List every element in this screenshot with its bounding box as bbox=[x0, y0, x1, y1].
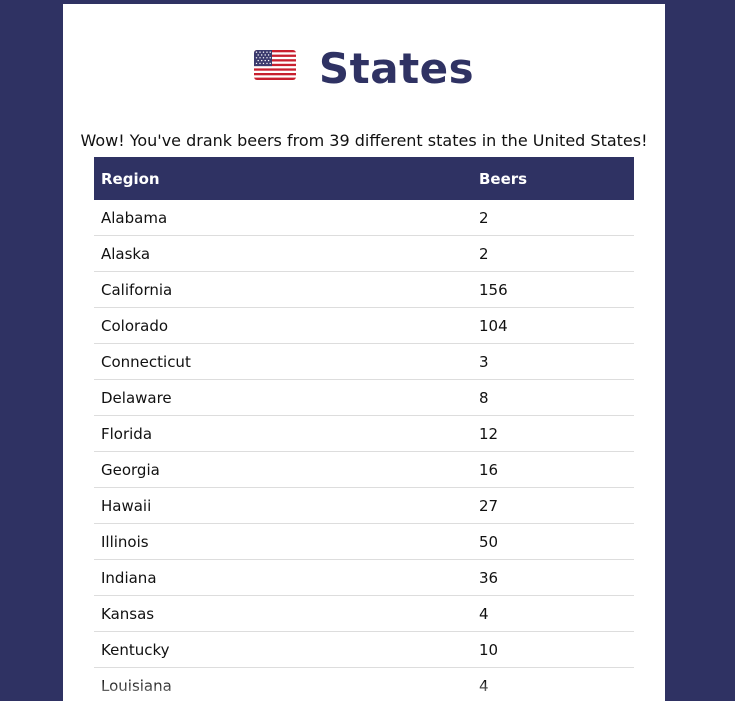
beers-cell: 12 bbox=[472, 415, 634, 452]
table-row: Indiana 36 bbox=[94, 559, 634, 596]
column-header-region[interactable]: Region bbox=[101, 169, 160, 188]
table-row: Hawaii 27 bbox=[94, 487, 634, 524]
table-row: Illinois 50 bbox=[94, 523, 634, 560]
table-row: Florida 12 bbox=[94, 415, 634, 452]
region-cell: Kansas bbox=[94, 595, 472, 632]
states-table: Region Beers Alabama 2 Alaska 2 California… bbox=[94, 157, 634, 701]
table-row: Delaware 8 bbox=[94, 379, 634, 416]
table-row: Kentucky 10 bbox=[94, 631, 634, 668]
region-cell: Indiana bbox=[94, 559, 472, 596]
table-row: Connecticut 3 bbox=[94, 343, 634, 380]
region-cell: California bbox=[94, 271, 472, 308]
table-row: Alabama 2 bbox=[94, 200, 634, 236]
beers-cell: 8 bbox=[472, 379, 634, 416]
beers-cell: 156 bbox=[472, 271, 634, 308]
table-row: Alaska 2 bbox=[94, 235, 634, 272]
page-header: States bbox=[63, 44, 665, 100]
beers-cell: 2 bbox=[472, 200, 634, 236]
page-title: States bbox=[318, 44, 475, 93]
beers-cell: 4 bbox=[472, 595, 634, 632]
beers-cell: 16 bbox=[472, 451, 634, 488]
region-cell: Alaska bbox=[94, 235, 472, 272]
region-cell: Alabama bbox=[94, 200, 472, 236]
states-card: States Wow! You've drank beers from 39 d… bbox=[63, 4, 665, 701]
bottom-fade bbox=[63, 681, 665, 701]
table-row: California 156 bbox=[94, 271, 634, 308]
beers-cell: 50 bbox=[472, 523, 634, 560]
beers-cell: 36 bbox=[472, 559, 634, 596]
region-cell: Connecticut bbox=[94, 343, 472, 380]
beers-cell: 104 bbox=[472, 307, 634, 344]
region-cell: Florida bbox=[94, 415, 472, 452]
states-summary: Wow! You've drank beers from 39 differen… bbox=[80, 131, 648, 150]
beers-cell: 27 bbox=[472, 487, 634, 524]
table-header-row: Region Beers bbox=[94, 157, 634, 200]
region-cell: Delaware bbox=[94, 379, 472, 416]
column-header-beers[interactable]: Beers bbox=[479, 169, 528, 188]
us-flag-icon bbox=[253, 49, 296, 80]
region-cell: Georgia bbox=[94, 451, 472, 488]
beers-cell: 2 bbox=[472, 235, 634, 272]
table-row: Kansas 4 bbox=[94, 595, 634, 632]
table-row: Colorado 104 bbox=[94, 307, 634, 344]
region-cell: Kentucky bbox=[94, 631, 472, 668]
region-cell: Illinois bbox=[94, 523, 472, 560]
region-cell: Hawaii bbox=[94, 487, 472, 524]
beers-cell: 3 bbox=[472, 343, 634, 380]
region-cell: Colorado bbox=[94, 307, 472, 344]
beers-cell: 10 bbox=[472, 631, 634, 668]
table-row: Georgia 16 bbox=[94, 451, 634, 488]
